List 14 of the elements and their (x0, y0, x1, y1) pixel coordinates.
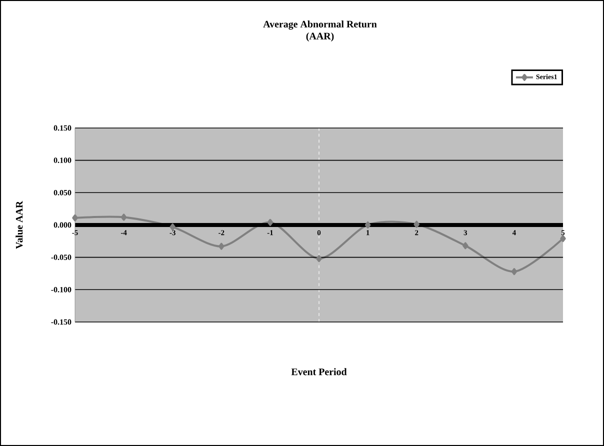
x-axis-title: Event Period (291, 368, 347, 376)
point (414, 220, 420, 228)
point (170, 223, 176, 230)
point (364, 221, 371, 228)
point (316, 255, 322, 262)
point (120, 214, 127, 221)
point (267, 218, 274, 226)
point (560, 235, 566, 242)
y-axis-title: Value AAR (16, 200, 23, 249)
point (511, 268, 518, 276)
point (462, 242, 468, 250)
chart-title: Average Abnormal Return (AAR) (263, 20, 377, 42)
point (218, 242, 224, 250)
point (72, 214, 78, 222)
